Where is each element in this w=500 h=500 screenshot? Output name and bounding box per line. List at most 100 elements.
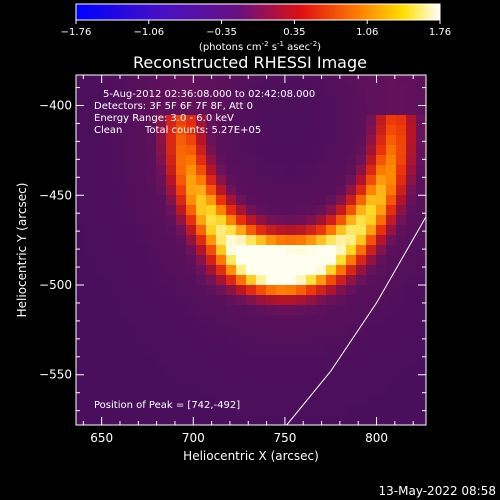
heatmap-cell: [266, 255, 277, 266]
heatmap-cell: [406, 255, 417, 266]
heatmap-cell: [266, 295, 277, 306]
heatmap-cell: [336, 375, 347, 386]
heatmap-cell: [246, 305, 257, 316]
heatmap-cell: [256, 95, 267, 106]
heatmap-cell: [326, 175, 337, 186]
heatmap-cell: [386, 75, 397, 86]
heatmap-cell: [416, 305, 426, 316]
colorbar-tick-label: −1.76: [61, 27, 92, 38]
heatmap-cell: [96, 145, 107, 156]
heatmap-cell: [376, 415, 387, 425]
heatmap-cell: [246, 325, 257, 336]
heatmap-cell: [276, 75, 287, 86]
heatmap-cell: [226, 165, 237, 176]
heatmap-cell: [146, 145, 157, 156]
heatmap-cell: [396, 85, 407, 96]
heatmap-cell: [366, 225, 377, 236]
heatmap-cell: [76, 225, 87, 236]
heatmap-cell: [226, 235, 237, 246]
heatmap-cell: [216, 185, 227, 196]
heatmap-cell: [346, 415, 357, 425]
heatmap-cell: [156, 215, 167, 226]
heatmap-cell: [316, 355, 327, 366]
heatmap-cell: [296, 385, 307, 396]
heatmap-cell: [246, 365, 257, 376]
heatmap-cell: [416, 165, 426, 176]
heatmap-cell: [176, 205, 187, 216]
heatmap-cell: [386, 175, 397, 186]
heatmap-cell: [396, 115, 407, 126]
heatmap-cell: [96, 405, 107, 416]
heatmap-cell: [296, 375, 307, 386]
heatmap-cell: [186, 385, 197, 396]
heatmap-cell: [216, 215, 227, 226]
heatmap-cell: [286, 215, 297, 226]
heatmap-cell: [356, 395, 367, 406]
heatmap-cell: [196, 155, 207, 166]
heatmap-cell: [386, 205, 397, 216]
heatmap-cell: [246, 315, 257, 326]
heatmap-cell: [76, 115, 87, 126]
heatmap-cell: [266, 415, 277, 425]
heatmap-cell: [296, 155, 307, 166]
heatmap-cell: [256, 205, 267, 216]
heatmap-cell: [196, 265, 207, 276]
heatmap-cell: [136, 95, 147, 106]
colorbar-unit-label: (photons cm-2 s-1 asec-2): [199, 40, 321, 53]
heatmap-cell: [266, 225, 277, 236]
heatmap-cell: [336, 315, 347, 326]
heatmap-cell: [146, 385, 157, 396]
heatmap-cell: [326, 135, 337, 146]
heatmap-cell: [296, 105, 307, 116]
heatmap-cell: [136, 75, 147, 86]
heatmap-cell: [346, 225, 357, 236]
heatmap-cell: [306, 365, 317, 376]
heatmap-cell: [376, 225, 387, 236]
heatmap-cell: [386, 305, 397, 316]
heatmap-cell: [406, 275, 417, 286]
heatmap-cell: [256, 335, 267, 346]
heatmap-cell: [376, 375, 387, 386]
heatmap-cell: [176, 395, 187, 406]
heatmap-cell: [286, 335, 297, 346]
heatmap-cell: [396, 405, 407, 416]
heatmap-cell: [376, 245, 387, 256]
heatmap-cell: [186, 195, 197, 206]
solar-limb-line: [286, 216, 426, 425]
heatmap-cell: [116, 105, 127, 116]
heatmap-cell: [286, 75, 297, 86]
heatmap-cell: [116, 145, 127, 156]
heatmap-cell: [396, 395, 407, 406]
heatmap-cell: [336, 255, 347, 266]
heatmap-cell: [286, 285, 297, 296]
heatmap-cell: [186, 145, 197, 156]
heatmap-cell: [386, 395, 397, 406]
heatmap-cell: [106, 395, 117, 406]
heatmap-cell: [376, 85, 387, 96]
heatmap-cell: [336, 205, 347, 216]
heatmap-cell: [196, 205, 207, 216]
heatmap-cell: [416, 405, 426, 416]
heatmap-cell: [416, 175, 426, 186]
heatmap-cell: [176, 235, 187, 246]
heatmap-cell: [146, 345, 157, 356]
heatmap-cell: [176, 175, 187, 186]
heatmap-cell: [126, 135, 137, 146]
heatmap-cell: [306, 235, 317, 246]
colorbar-tick-label: 1.06: [356, 27, 378, 38]
heatmap-cell: [226, 105, 237, 116]
heatmap-cell: [396, 295, 407, 306]
heatmap-cell: [106, 355, 117, 366]
heatmap-cell: [156, 405, 167, 416]
heatmap-cell: [216, 265, 227, 276]
heatmap-cell: [296, 75, 307, 86]
heatmap-cell: [256, 175, 267, 186]
heatmap-cell: [276, 335, 287, 346]
heatmap-cell: [96, 305, 107, 316]
heatmap-cell: [326, 255, 337, 266]
heatmap-cell: [116, 195, 127, 206]
heatmap-cell: [196, 185, 207, 196]
heatmap-cell: [226, 175, 237, 186]
heatmap-cell: [346, 345, 357, 356]
heatmap-cell: [246, 385, 257, 396]
